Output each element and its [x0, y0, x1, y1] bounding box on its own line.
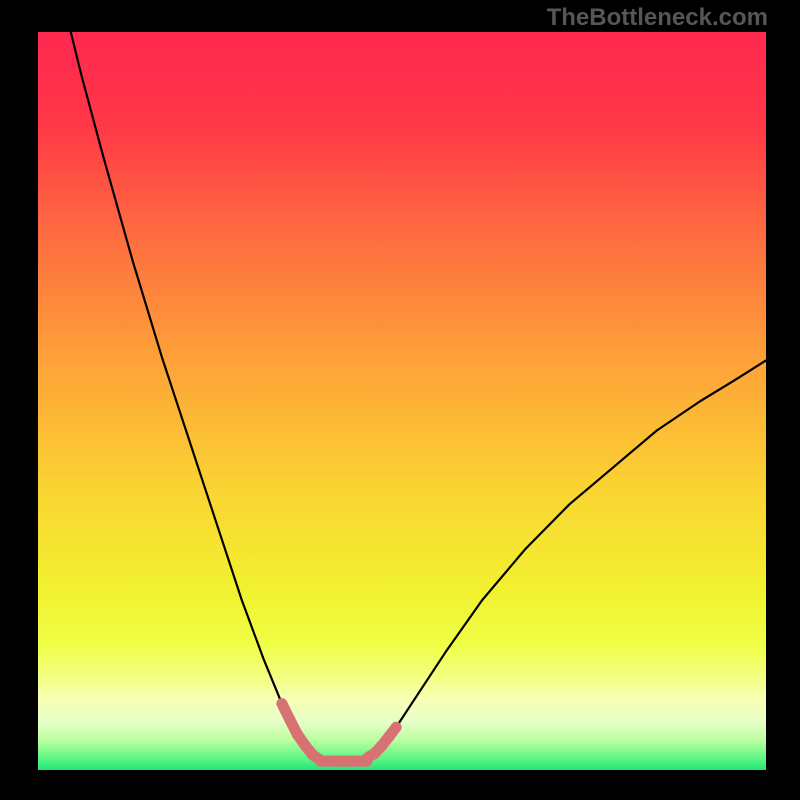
watermark-text: TheBottleneck.com	[547, 4, 768, 32]
marker-left-dot	[299, 740, 310, 751]
chart-stage: TheBottleneck.com	[0, 0, 800, 800]
marker-right-dot	[376, 740, 387, 751]
marker-bottom-dot	[338, 756, 349, 767]
plot-area	[38, 32, 766, 770]
marker-left-dot	[292, 729, 303, 740]
marker-right-dot	[383, 731, 394, 742]
marker-left-dot	[284, 714, 295, 725]
gradient-background	[38, 32, 766, 770]
